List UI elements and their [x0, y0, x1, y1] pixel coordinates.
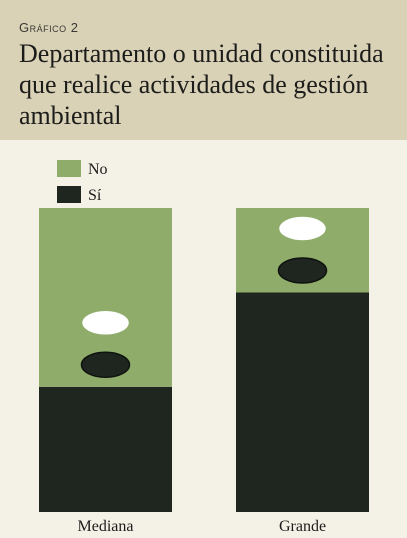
data-label-bg-si-mediana — [80, 351, 131, 379]
graphic-number-label: Gráfico 2 — [19, 20, 79, 35]
chart-header: Gráfico 2 Departamento o unidad constitu… — [0, 0, 407, 140]
chart-title: Departamento o unidad constituida que re… — [19, 39, 384, 130]
bar-si-grande — [236, 292, 369, 512]
data-label-bg-si-grande — [277, 257, 328, 284]
legend-label-si: Sí — [88, 187, 102, 204]
data-label-bg-no-mediana — [80, 309, 131, 337]
legend-swatch-si — [57, 186, 81, 203]
data-label-bg-no-grande — [277, 215, 328, 242]
category-label-grande: Grande — [279, 518, 326, 535]
stacked-bar-chart: No Sí Mediana Grande — [39, 160, 369, 535]
chart-bars — [39, 208, 369, 512]
chart-legend: No Sí — [57, 160, 108, 204]
legend-swatch-no — [57, 160, 81, 177]
category-labels: Mediana Grande — [78, 518, 327, 535]
bar-si-mediana — [39, 386, 172, 512]
legend-label-no: No — [88, 161, 108, 178]
category-label-mediana: Mediana — [78, 518, 134, 535]
